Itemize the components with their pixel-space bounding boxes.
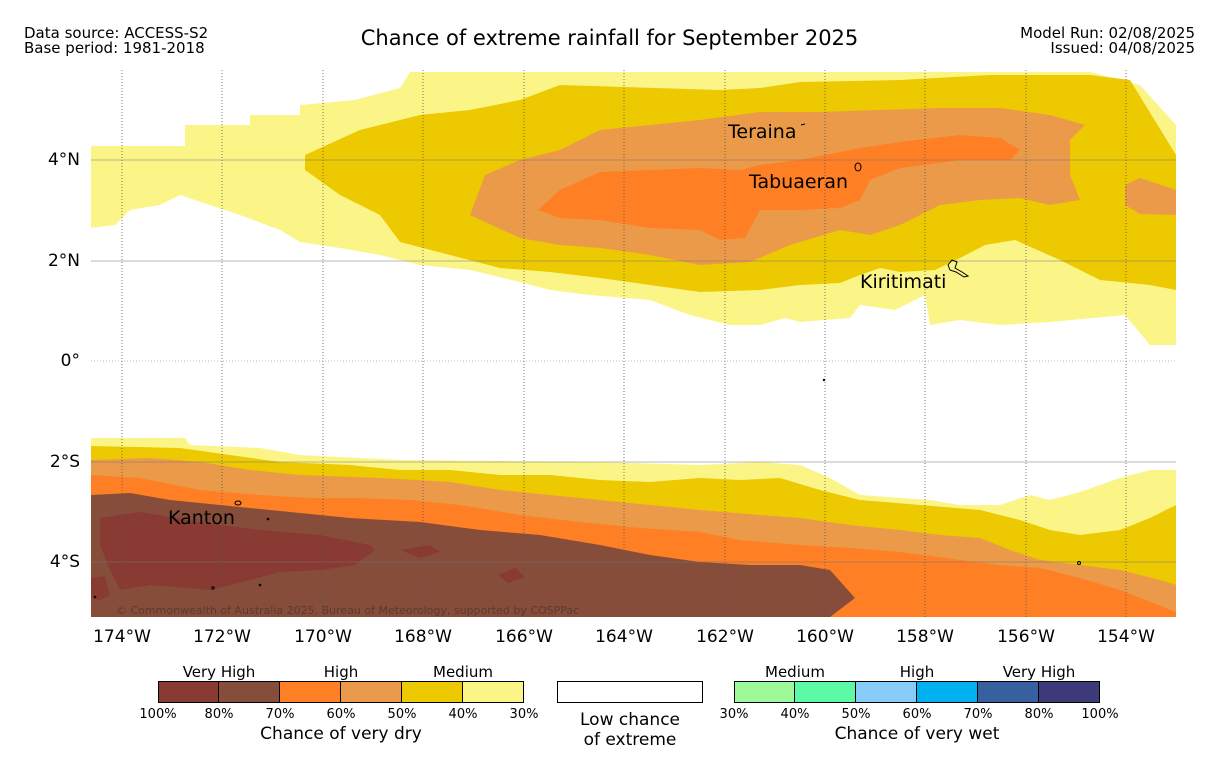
island-outlines [93, 123, 1081, 599]
legend-dry-tick-label: 60% [326, 707, 356, 722]
copyright-text: © Commonwealth of Australia 2025, Bureau… [116, 604, 580, 617]
longitude-label: 172°W [193, 627, 251, 647]
legend-wet-swatch [795, 681, 856, 703]
legend-dry-swatch [158, 681, 219, 703]
map-title: Chance of extreme rainfall for September… [360, 26, 859, 50]
legend-low-chance-swatch [557, 681, 703, 703]
longitude-label: 170°W [294, 627, 352, 647]
place-label-teraina: Teraina [728, 121, 797, 143]
latitude-label: 4°S [49, 552, 80, 572]
legend-dry-swatch [402, 681, 463, 703]
longitude-label: 160°W [796, 627, 854, 647]
legend-dry-swatch [463, 681, 524, 703]
legend-dry-tick-label: 40% [448, 707, 478, 722]
south-band-extreme-d [498, 568, 525, 583]
legend-wet-title: Chance of very wet [834, 724, 1000, 744]
legend-low-line2: of extreme [583, 730, 677, 750]
north-band-core [538, 135, 1020, 240]
legend-wet-category-label: Very High [1002, 663, 1076, 681]
legend-dry-tick-label: 30% [509, 707, 539, 722]
longitude-label: 162°W [696, 627, 754, 647]
teraina-island [800, 123, 806, 126]
longitude-label: 174°W [93, 627, 151, 647]
legend-low-chance-label: Low chance of extreme [580, 710, 680, 750]
longitude-gridlines [121, 70, 1127, 617]
place-label-tabuaeran: Tabuaeran [749, 171, 849, 193]
legend-wet-category-label: High [899, 663, 935, 681]
legend-wet-tick-label: 50% [841, 707, 871, 722]
legend-dry-tick-label: 100% [139, 707, 177, 722]
legend-wet-swatch [978, 681, 1039, 703]
legend-dry-tick-label: 80% [204, 707, 234, 722]
north-band-high-east [1125, 178, 1176, 215]
legend-wet-category-label: Medium [765, 663, 825, 681]
legend-dry-swatch [341, 681, 402, 703]
legend-wet-tick-label: 30% [719, 707, 749, 722]
latitude-label: 0° [60, 351, 80, 371]
legend-low-line1: Low chance [580, 710, 680, 730]
place-label-kiritimati: Kiritimati [860, 271, 947, 293]
legend-wet-swatch [917, 681, 978, 703]
longitude-label: 154°W [1097, 627, 1155, 647]
longitude-label: 156°W [997, 627, 1055, 647]
legend-dry-category-label: Medium [433, 663, 493, 681]
data-source-text: Data source: ACCESS-S2 [24, 24, 209, 42]
south-band-extreme-b [91, 576, 110, 600]
issued-text: Issued: 04/08/2025 [1050, 39, 1195, 57]
legend-dry-tick-label: 70% [265, 707, 295, 722]
legend-dry-swatch [280, 681, 341, 703]
longitude-label: 166°W [495, 627, 553, 647]
kiritimati-island [947, 259, 970, 278]
south-band-extreme-c [400, 545, 440, 558]
latitude-label: 2°N [47, 251, 80, 271]
legend-dry-tick-label: 50% [387, 707, 417, 722]
legend-dry-swatch [219, 681, 280, 703]
longitude-label: 164°W [595, 627, 653, 647]
legend-wet-swatch [1039, 681, 1100, 703]
south-band-very-high [91, 493, 855, 617]
place-label-kanton: Kanton [168, 507, 235, 529]
legend-wet-swatch [734, 681, 795, 703]
longitude-label: 168°W [394, 627, 452, 647]
legend-dry-category-label: Very High [182, 663, 256, 681]
legend-wet-swatch [856, 681, 917, 703]
latitude-label: 4°N [47, 150, 80, 170]
legend-wet-tick-label: 70% [963, 707, 993, 722]
legend-wet-tick-label: 60% [902, 707, 932, 722]
base-period-text: Base period: 1981-2018 [24, 39, 205, 57]
tabuaeran-island [854, 162, 862, 172]
latitude-label: 2°S [49, 452, 80, 472]
legend-dry-title: Chance of very dry [260, 724, 422, 744]
kanton-island [234, 500, 242, 506]
south-band-extreme [100, 512, 375, 590]
legend-wet-tick-label: 80% [1024, 707, 1054, 722]
model-run-text: Model Run: 02/08/2025 [1020, 24, 1195, 42]
legend-dry-category-label: High [323, 663, 359, 681]
legend-wet-tick-label: 100% [1081, 707, 1119, 722]
latitude-gridlines [91, 159, 1176, 563]
legend-wet-tick-label: 40% [780, 707, 810, 722]
longitude-label: 158°W [896, 627, 954, 647]
